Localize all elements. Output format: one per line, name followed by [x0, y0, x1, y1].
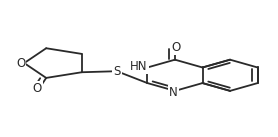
- Text: O: O: [171, 41, 180, 54]
- Text: HN: HN: [130, 60, 148, 73]
- Text: S: S: [113, 65, 121, 78]
- Text: N: N: [169, 86, 178, 99]
- Text: O: O: [33, 82, 42, 95]
- Text: O: O: [16, 57, 26, 70]
